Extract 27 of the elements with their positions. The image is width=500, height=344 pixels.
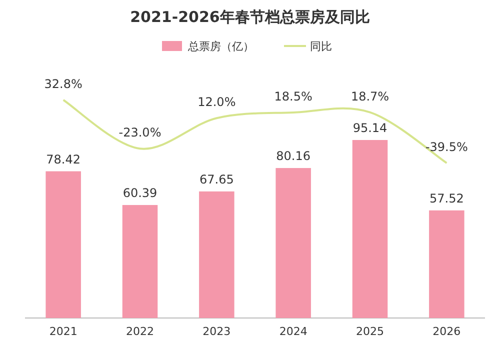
data-label: 80.16 <box>276 149 311 164</box>
data-label: 18.7% <box>350 89 390 104</box>
x-tick-label: 2023 <box>202 325 231 338</box>
chart-title: 2021-2026年春节档总票房及同比 <box>130 8 370 26</box>
data-label: -23.0% <box>118 126 162 140</box>
x-tick-label: 2024 <box>279 325 308 338</box>
data-label: 32.8% <box>44 77 82 91</box>
x-tick-label: 2025 <box>356 325 384 338</box>
data-label: 57.52 <box>429 191 464 206</box>
data-label: 18.5% <box>274 89 312 104</box>
data-label: 78.42 <box>46 152 81 166</box>
data-label: 60.39 <box>122 186 158 200</box>
bar <box>46 171 81 318</box>
data-label: 12.0% <box>198 95 236 110</box>
x-tick-label: 2021 <box>49 325 78 338</box>
data-label: 67.65 <box>199 172 234 186</box>
legend-label: 同比 <box>310 40 332 53</box>
x-tick-label: 2022 <box>126 325 154 338</box>
bar <box>429 210 464 318</box>
data-label: 95.14 <box>352 121 388 135</box>
bar <box>122 205 158 318</box>
bar <box>276 168 311 318</box>
bar <box>352 140 388 318</box>
x-tick-label: 2026 <box>432 325 461 338</box>
data-label: -39.5% <box>425 140 468 154</box>
legend-label: 总票房（亿） <box>187 40 254 53</box>
bar <box>199 191 234 318</box>
